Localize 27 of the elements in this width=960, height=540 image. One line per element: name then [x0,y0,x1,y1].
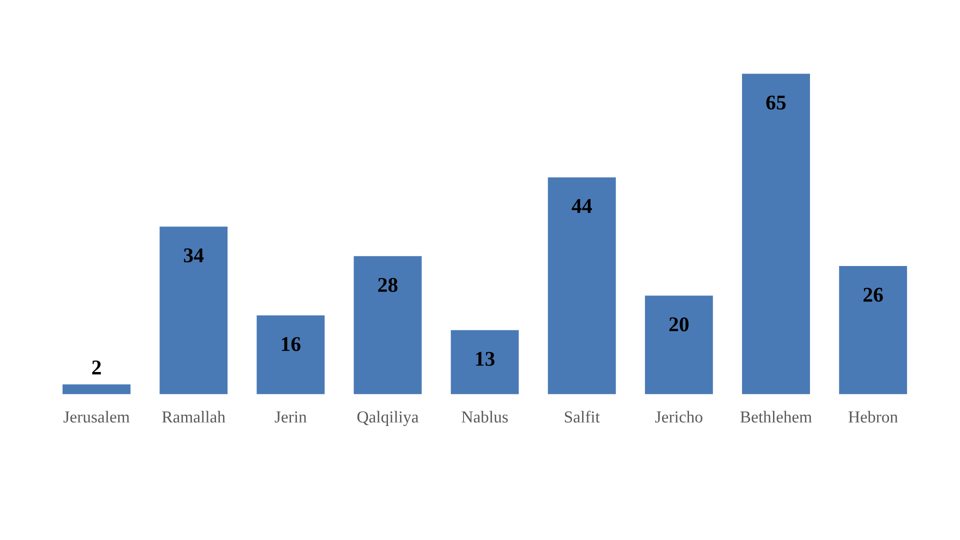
x-tick-label: Salfit [564,410,600,423]
x-tick-label: Ramallah [162,410,226,423]
bar [62,384,131,394]
bar [256,315,325,394]
data-label: 34 [184,248,204,262]
bar [450,330,519,394]
bar [742,74,810,394]
data-label: 2 [92,360,101,374]
data-label: 65 [766,96,786,110]
data-label: 16 [282,337,300,352]
bar [160,226,228,394]
bar [354,256,422,394]
x-tick-label: Jericho [655,410,702,423]
x-tick-label: Qalqiliya [357,410,419,426]
data-label: 26 [864,288,883,302]
x-tick-label: Jerusalem [64,410,130,423]
x-tick-label: Bethlehem [740,410,812,423]
x-tick-label: Jerin [274,411,307,423]
bar [644,296,713,394]
data-label: 44 [572,199,592,213]
bar [548,177,616,394]
bar [839,266,908,394]
x-tick-label: Nablus [462,410,508,423]
data-label: 13 [476,352,495,366]
data-label: 28 [378,278,398,292]
data-label: 20 [669,317,689,332]
x-tick-label: Hebron [848,410,898,423]
